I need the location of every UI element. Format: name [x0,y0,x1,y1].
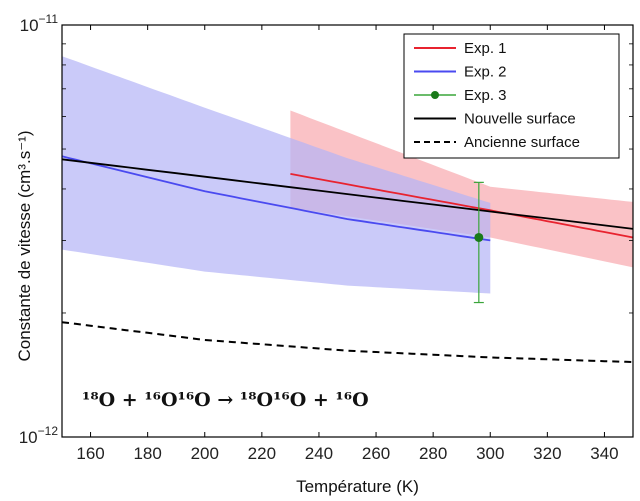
point-exp-3 [474,232,484,242]
data-points [473,181,484,304]
legend-label-exp-3: Exp. 3 [464,87,507,104]
legend-label-exp-2: Exp. 2 [464,64,507,81]
x-tick-label: 180 [133,444,161,463]
series-lines [61,155,634,364]
line-ancienne-surface [61,321,634,364]
legend-marker-exp-3 [431,91,439,99]
y-tick-label: 10−11 [20,12,59,35]
x-tick-label: 200 [191,444,219,463]
line-exp-2 [61,155,491,242]
legend: Exp. 1 Exp. 2 Exp. 3 Nouvelle surface Ancien… [403,33,620,159]
plot-frame [61,24,634,438]
legend-label-nouvelle-surface: Nouvelle surface [464,111,576,128]
legend-label-ancienne-surface: Ancienne surface [464,134,580,151]
x-tick-label: 240 [305,444,333,463]
x-tick-label: 340 [590,444,618,463]
x-tick-label: 300 [476,444,504,463]
legend-box [403,33,620,159]
x-tick-label: 320 [533,444,561,463]
x-tick-label: 260 [362,444,390,463]
x-tick-label: 280 [419,444,447,463]
y-tick-label: 10−12 [19,424,59,447]
band-exp-2 [62,56,491,294]
reaction-equation: ¹⁸O + ¹⁶O¹⁶O → ¹⁸O¹⁶O + ¹⁶O [82,389,369,411]
y-axis-title: Constante de vitesse (cm³.s⁻¹) [15,131,34,362]
line-exp-1 [290,173,634,239]
band-exp-1 [290,110,633,268]
x-tick-label: 160 [76,444,104,463]
x-axis-title: Température (K) [296,477,419,496]
uncertainty-bands [62,56,633,294]
tick-labels: 160 180 200 220 240 260 280 300 320 340 10−12 10−11 [19,12,619,463]
x-tick-label: 220 [248,444,276,463]
legend-label-exp-1: Exp. 1 [464,40,507,57]
line-nouvelle-surface [61,158,634,230]
axis-ticks [62,24,633,438]
